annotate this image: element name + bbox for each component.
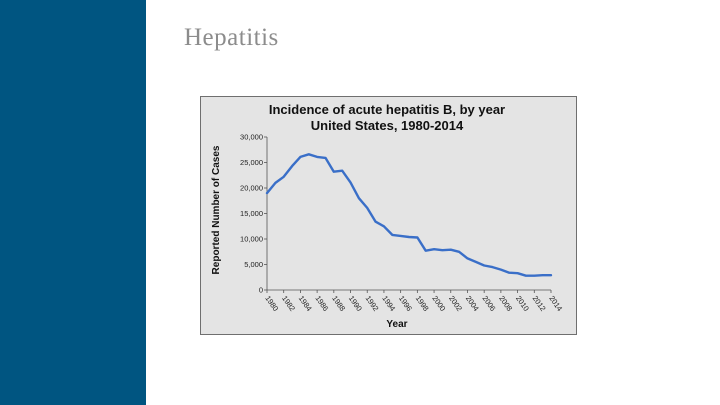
data-point [425,250,427,252]
x-tick-label: 1982 [280,294,297,313]
x-tick-label: 1994 [380,294,397,313]
series-line [265,153,553,277]
y-tick-label: 5,000 [244,260,263,269]
x-tick-label: 2014 [547,294,564,313]
data-point [299,156,302,158]
data-point [441,249,444,251]
x-tick-label: 1998 [414,294,431,313]
data-point [366,207,368,209]
data-point [408,236,410,238]
data-point [491,266,494,268]
data-point [525,275,527,277]
data-point [308,153,310,155]
x-tick-label: 1990 [347,294,364,313]
x-tick-label: 2012 [531,294,548,313]
chart-frame: Incidence of acute hepatitis B, by year … [200,96,577,335]
x-tick-label: 1992 [364,294,381,313]
y-tick-label: 20,000 [240,184,263,193]
x-tick-label: 2002 [447,294,464,313]
x-tick-label: 2008 [497,294,514,313]
slide-title: Hepatitis [184,24,279,51]
chart-title: Incidence of acute hepatitis B, by year [269,102,505,117]
data-point [516,272,519,274]
data-point [291,165,293,167]
data-point [391,234,393,236]
data-point [283,176,285,178]
line-chart: Incidence of acute hepatitis B, by year … [211,102,564,330]
y-tick-label: 15,000 [240,209,263,218]
data-point [466,257,469,259]
data-point [483,264,485,267]
data-point [349,181,352,183]
data-point [266,192,268,194]
chart-subtitle: United States, 1980-2014 [311,118,464,133]
data-point [374,221,377,223]
data-point [475,261,477,263]
x-tick-label: 2006 [481,294,498,313]
data-point [508,272,510,274]
y-tick-label: 25,000 [240,158,263,167]
data-point [358,197,360,199]
sidebar-panel [0,0,146,405]
x-tick-label: 2004 [464,294,481,313]
data-point [450,249,452,251]
x-tick-label: 1986 [313,294,330,313]
data-point [316,156,318,158]
data-point [400,235,402,237]
data-point [324,157,327,159]
data-point [333,171,335,173]
x-tick-label: 1980 [263,294,280,313]
data-point [500,269,502,271]
y-tick-label: 30,000 [240,133,263,142]
y-tick-label: 0 [259,286,263,295]
x-tick-label: 2000 [430,294,447,313]
data-point [542,274,544,276]
data-point [416,236,418,239]
data-point [383,225,385,227]
data-point [433,248,435,250]
x-tick-label: 2010 [514,294,531,313]
y-axis-label: Reported Number of Cases [211,145,222,274]
x-tick-label: 1984 [297,294,314,313]
data-point [458,251,460,253]
data-point [550,274,552,276]
x-axis-label: Year [386,319,407,330]
x-tick-label: 1988 [330,294,347,313]
x-tick-label: 1996 [397,294,414,313]
y-tick-label: 10,000 [240,235,263,244]
data-point [341,170,343,172]
data-point [533,275,535,277]
data-point [274,182,276,184]
